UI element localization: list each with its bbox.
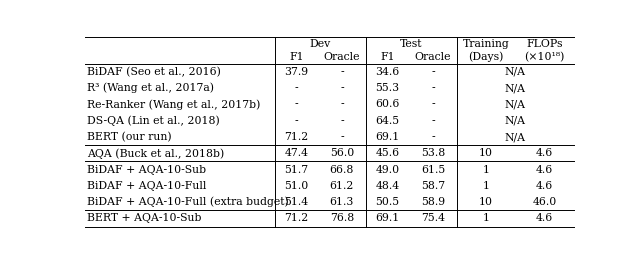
Text: 71.2: 71.2: [284, 214, 308, 223]
Text: N/A: N/A: [505, 67, 526, 77]
Text: -: -: [294, 83, 298, 93]
Text: F1: F1: [289, 52, 303, 62]
Text: 1: 1: [483, 165, 490, 175]
Text: 69.1: 69.1: [375, 132, 399, 142]
Text: Training: Training: [463, 39, 509, 50]
Text: BERT (our run): BERT (our run): [88, 132, 172, 142]
Text: -: -: [340, 67, 344, 77]
Text: 69.1: 69.1: [375, 214, 399, 223]
Text: 64.5: 64.5: [376, 116, 399, 126]
Text: 49.0: 49.0: [376, 165, 399, 175]
Text: 76.8: 76.8: [330, 214, 354, 223]
Text: BERT + AQA-10-Sub: BERT + AQA-10-Sub: [88, 214, 202, 223]
Text: 45.6: 45.6: [376, 148, 399, 158]
Text: 37.9: 37.9: [284, 67, 308, 77]
Text: 48.4: 48.4: [376, 181, 399, 191]
Text: -: -: [431, 100, 435, 109]
Text: 58.7: 58.7: [421, 181, 445, 191]
Text: 66.8: 66.8: [330, 165, 354, 175]
Text: 53.8: 53.8: [421, 148, 445, 158]
Text: 4.6: 4.6: [536, 165, 553, 175]
Text: BiDAF (Seo et al., 2016): BiDAF (Seo et al., 2016): [88, 67, 221, 77]
Text: BiDAF + AQA-10-Sub: BiDAF + AQA-10-Sub: [88, 165, 207, 175]
Text: 1: 1: [483, 214, 490, 223]
Text: 51.4: 51.4: [284, 197, 308, 207]
Text: 56.0: 56.0: [330, 148, 354, 158]
Text: 34.6: 34.6: [375, 67, 399, 77]
Text: 46.0: 46.0: [532, 197, 557, 207]
Text: 10: 10: [479, 197, 493, 207]
Text: Test: Test: [400, 39, 423, 50]
Text: Oracle: Oracle: [415, 52, 451, 62]
Text: BiDAF + AQA-10-Full (extra budget): BiDAF + AQA-10-Full (extra budget): [88, 197, 289, 207]
Text: 4.6: 4.6: [536, 181, 553, 191]
Text: 55.3: 55.3: [376, 83, 399, 93]
Text: 58.9: 58.9: [421, 197, 445, 207]
Text: 50.5: 50.5: [376, 197, 399, 207]
Text: Re-Ranker (Wang et al., 2017b): Re-Ranker (Wang et al., 2017b): [88, 99, 261, 110]
Text: -: -: [340, 116, 344, 126]
Text: 47.4: 47.4: [284, 148, 308, 158]
Text: BiDAF + AQA-10-Full: BiDAF + AQA-10-Full: [88, 181, 207, 191]
Text: -: -: [431, 132, 435, 142]
Text: -: -: [340, 83, 344, 93]
Text: N/A: N/A: [505, 132, 526, 142]
Text: F1: F1: [380, 52, 395, 62]
Text: 75.4: 75.4: [421, 214, 445, 223]
Text: 71.2: 71.2: [284, 132, 308, 142]
Text: (Days): (Days): [468, 52, 504, 62]
Text: Oracle: Oracle: [324, 52, 360, 62]
Text: DS-QA (Lin et al., 2018): DS-QA (Lin et al., 2018): [88, 116, 220, 126]
Text: -: -: [431, 116, 435, 126]
Text: -: -: [431, 83, 435, 93]
Text: (×10¹⁸): (×10¹⁸): [524, 52, 564, 62]
Text: N/A: N/A: [505, 116, 526, 126]
Text: -: -: [294, 116, 298, 126]
Text: 1: 1: [483, 181, 490, 191]
Text: 61.2: 61.2: [330, 181, 354, 191]
Text: -: -: [340, 132, 344, 142]
Text: Dev: Dev: [310, 39, 331, 50]
Text: R³ (Wang et al., 2017a): R³ (Wang et al., 2017a): [88, 83, 214, 93]
Text: 51.0: 51.0: [284, 181, 308, 191]
Text: N/A: N/A: [505, 100, 526, 109]
Text: 61.5: 61.5: [421, 165, 445, 175]
Text: -: -: [294, 100, 298, 109]
Text: 61.3: 61.3: [330, 197, 354, 207]
Text: 51.7: 51.7: [284, 165, 308, 175]
Text: -: -: [431, 67, 435, 77]
Text: 60.6: 60.6: [375, 100, 399, 109]
Text: FLOPs: FLOPs: [526, 39, 563, 50]
Text: N/A: N/A: [505, 83, 526, 93]
Text: AQA (Buck et al., 2018b): AQA (Buck et al., 2018b): [88, 148, 225, 159]
Text: 4.6: 4.6: [536, 148, 553, 158]
Text: -: -: [340, 100, 344, 109]
Text: 4.6: 4.6: [536, 214, 553, 223]
Text: 10: 10: [479, 148, 493, 158]
